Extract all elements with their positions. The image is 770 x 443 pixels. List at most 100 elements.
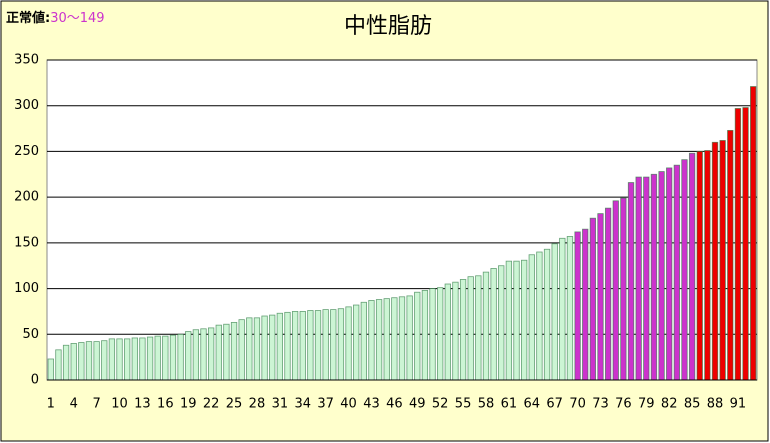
bar <box>246 317 253 381</box>
bar <box>207 327 215 381</box>
bar <box>368 300 375 381</box>
bar <box>78 342 85 381</box>
bar <box>177 333 184 381</box>
bar <box>414 291 421 381</box>
bar <box>612 200 619 381</box>
bar <box>666 167 673 381</box>
bar <box>452 281 459 381</box>
bar <box>314 310 322 381</box>
bar <box>643 176 650 381</box>
bar <box>345 306 352 381</box>
bar <box>559 237 566 381</box>
bar <box>276 312 283 381</box>
bar <box>337 308 345 381</box>
y-tick-label: 300 <box>14 98 39 113</box>
x-tick-label: 31 <box>272 397 289 412</box>
x-tick-label: 7 <box>92 397 100 412</box>
bar <box>536 251 543 381</box>
bar <box>574 231 581 381</box>
bar <box>85 341 93 381</box>
bar <box>421 289 429 381</box>
bar <box>406 295 413 381</box>
y-tick-label: 250 <box>14 144 39 159</box>
x-tick-label: 76 <box>615 397 632 412</box>
bar <box>498 265 505 381</box>
bar <box>490 268 497 381</box>
bar <box>597 213 604 381</box>
x-tick-label: 70 <box>569 397 586 412</box>
x-tick-label: 28 <box>249 397 266 412</box>
x-tick-label: 1 <box>47 397 55 412</box>
bar <box>383 298 390 381</box>
bar <box>108 338 116 381</box>
bar <box>185 331 192 381</box>
x-tick-label: 25 <box>226 397 243 412</box>
x-tick-label: 58 <box>478 397 495 412</box>
bar <box>353 304 360 381</box>
y-tick-label: 50 <box>22 327 39 342</box>
bar <box>93 341 100 381</box>
bar <box>291 311 299 381</box>
bar <box>627 182 635 381</box>
bar <box>475 275 482 381</box>
bar <box>551 243 558 381</box>
x-tick-label: 55 <box>455 397 472 412</box>
bar <box>146 336 154 381</box>
bar <box>444 283 451 381</box>
annotation-label: 正常値: <box>6 10 50 26</box>
bar <box>330 309 337 381</box>
bar <box>375 299 383 381</box>
bar <box>192 329 200 381</box>
bar <box>284 311 291 381</box>
bar <box>696 151 703 381</box>
x-tick-label: 91 <box>730 397 747 412</box>
bar <box>704 150 711 381</box>
bar <box>635 176 642 381</box>
bar <box>429 288 436 381</box>
x-tick-label: 40 <box>340 397 357 412</box>
x-tick-label: 64 <box>524 397 541 412</box>
x-tick-label: 73 <box>592 397 609 412</box>
y-tick-label: 350 <box>14 53 39 68</box>
bar <box>70 343 77 381</box>
bar <box>131 337 138 381</box>
bar <box>681 159 688 381</box>
bar <box>482 271 490 381</box>
y-tick-label: 100 <box>14 281 39 296</box>
bar <box>116 338 123 381</box>
bar <box>658 171 665 381</box>
bar <box>101 340 108 381</box>
bar <box>437 287 444 381</box>
x-tick-label: 85 <box>684 397 701 412</box>
bar <box>505 260 513 381</box>
y-tick-label: 150 <box>14 235 39 250</box>
bar <box>391 297 398 381</box>
x-tick-label: 4 <box>70 397 78 412</box>
bar <box>604 207 612 381</box>
bar <box>528 254 535 381</box>
bar <box>299 311 306 381</box>
x-tick-label: 10 <box>111 397 128 412</box>
bar <box>162 335 169 381</box>
x-tick-label: 19 <box>180 397 197 412</box>
bar <box>269 314 276 381</box>
x-tick-label: 13 <box>134 397 151 412</box>
bar <box>200 328 207 381</box>
x-tick-label: 67 <box>546 397 563 412</box>
x-tick-label: 79 <box>638 397 655 412</box>
x-tick-label: 43 <box>363 397 380 412</box>
x-tick-label: 49 <box>409 397 426 412</box>
bar <box>742 107 749 381</box>
bar <box>688 152 696 381</box>
bar <box>238 319 245 381</box>
bar <box>543 248 551 381</box>
bar <box>650 173 658 381</box>
x-tick-label: 34 <box>294 397 311 412</box>
bar <box>566 236 574 381</box>
bar <box>253 317 261 381</box>
bar <box>459 279 467 381</box>
bar <box>521 259 528 381</box>
bar <box>582 228 589 381</box>
bar <box>673 164 680 381</box>
